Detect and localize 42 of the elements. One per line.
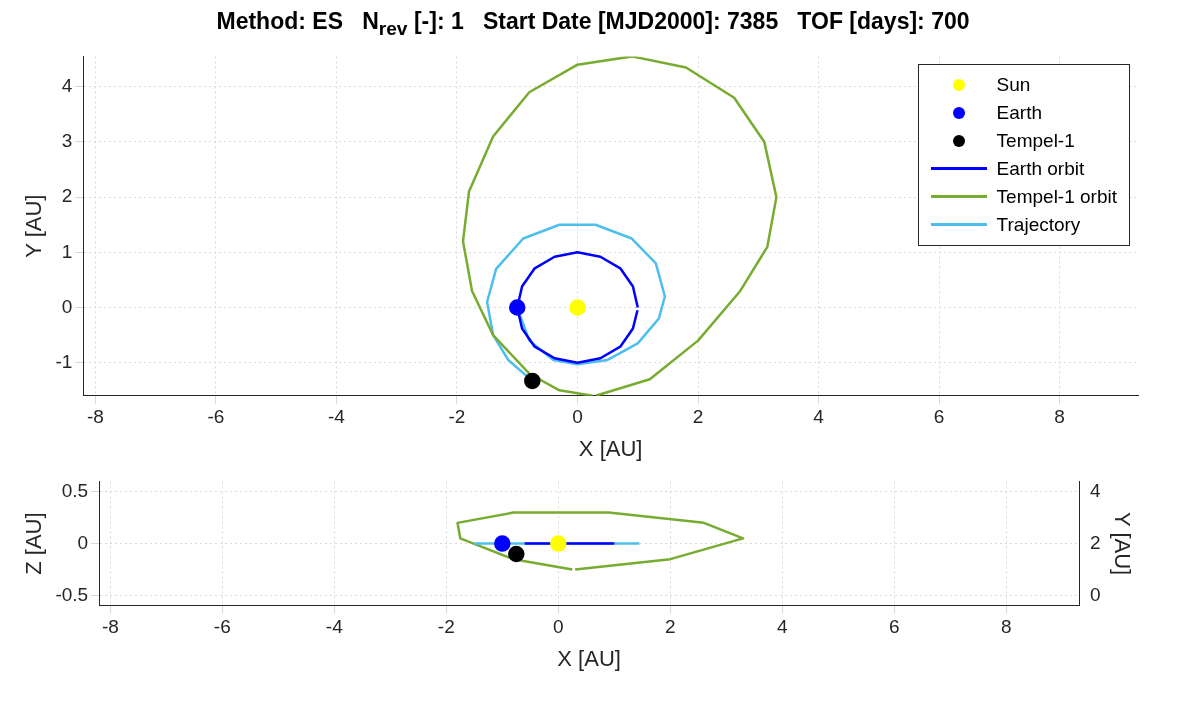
- y-tick-label: -1: [55, 350, 73, 372]
- legend-label: Tempel-1: [996, 129, 1075, 152]
- x-tick-label: -4: [327, 406, 346, 428]
- x-tick-label: 8: [1000, 616, 1012, 638]
- y2-axis-title: Y [AU]: [1109, 511, 1135, 575]
- x-tick-label: -2: [448, 406, 466, 428]
- y-tick-label: -0.5: [55, 583, 89, 605]
- legend-label: Earth orbit: [996, 157, 1085, 180]
- x-tick-label: -2: [437, 616, 455, 638]
- x-tick-label: -8: [86, 406, 104, 428]
- x-tick-label: 2: [664, 616, 676, 638]
- y-tick-label: 2: [61, 184, 73, 206]
- x-tick-label: 6: [933, 406, 945, 428]
- legend-label: Earth: [996, 101, 1043, 124]
- x-tick-label: 4: [776, 616, 788, 638]
- x-tick-label: 8: [1054, 406, 1065, 428]
- x-tick-label: 0: [572, 406, 583, 428]
- y-tick-label: 3: [61, 129, 73, 151]
- x-tick-label: 2: [692, 406, 704, 428]
- y-tick-label: 1: [61, 240, 73, 262]
- legend-label: Tempel-1 orbit: [996, 185, 1117, 208]
- y2-tick-label: 0: [1090, 583, 1101, 605]
- y-tick-label: 4: [61, 74, 73, 96]
- chart-title: Method: ES N$_{rev}$ [-]: 1 Start Date [MJD2000]: 7385 TOF [days]: 700: [215, 8, 971, 40]
- x-axis-title: X [AU]: [578, 435, 643, 461]
- x-tick-label: -6: [213, 616, 231, 638]
- y2-tick-label: 4: [1090, 479, 1102, 501]
- x-tick-label: -8: [101, 616, 119, 638]
- legend-label: Sun: [996, 73, 1031, 96]
- x-axis-title: X [AU]: [557, 645, 621, 671]
- y-axis-title: Y [AU]: [21, 194, 47, 258]
- x-tick-label: -4: [325, 616, 344, 638]
- y-tick-label: 0: [61, 295, 73, 317]
- y-tick-label: 0.5: [61, 479, 89, 501]
- x-tick-label: 6: [888, 616, 900, 638]
- y-axis-title: Z [AU]: [21, 512, 47, 575]
- y-tick-label: 0: [77, 531, 89, 553]
- y2-tick-label: 2: [1090, 531, 1101, 553]
- legend-label: Trajectory: [996, 213, 1081, 236]
- x-tick-label: 0: [553, 616, 564, 638]
- x-tick-label: -6: [207, 406, 225, 428]
- x-tick-label: 4: [813, 406, 825, 428]
